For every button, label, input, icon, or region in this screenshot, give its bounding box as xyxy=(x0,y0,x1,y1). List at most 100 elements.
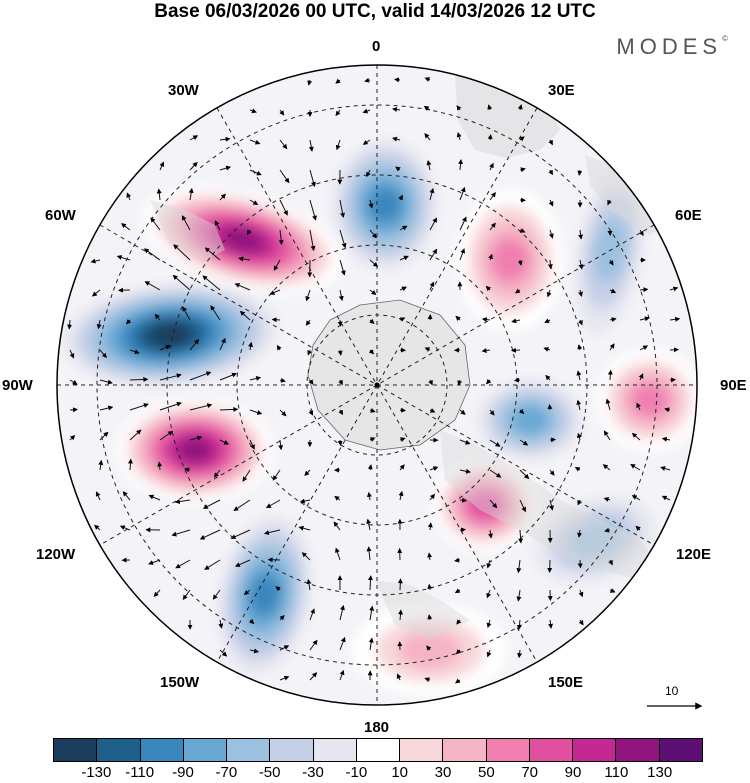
wind-arrow xyxy=(309,639,318,651)
wind-arrow xyxy=(219,439,229,445)
wind-arrow xyxy=(119,525,131,531)
wind-arrow xyxy=(399,317,406,322)
wind-arrow xyxy=(122,491,131,501)
wind-arrow xyxy=(246,229,252,236)
wind-arrow xyxy=(249,199,259,206)
wind-arrow xyxy=(456,132,462,141)
brand-mark: © xyxy=(722,34,728,43)
wind-arrow xyxy=(219,406,239,412)
wind-arrow xyxy=(219,337,226,351)
wind-arrow xyxy=(301,552,311,561)
wind-arrow xyxy=(489,191,496,201)
wind-arrow xyxy=(159,161,165,171)
wind-arrow xyxy=(485,285,492,292)
wind-arrow xyxy=(577,344,583,351)
wind-arrow xyxy=(519,439,529,446)
wind-arrow xyxy=(459,468,471,474)
wind-arrow xyxy=(129,349,140,355)
wind-arrow xyxy=(99,379,113,385)
wind-arrow xyxy=(219,165,232,171)
wind-arrow xyxy=(669,286,679,292)
modes-logo: MODES© xyxy=(616,34,728,60)
wind-arrow xyxy=(279,675,290,681)
wind-arrow xyxy=(514,288,521,294)
map-disk xyxy=(57,65,697,705)
wind-arrow xyxy=(279,199,288,216)
wind-arrow xyxy=(309,169,316,188)
wind-arrow xyxy=(578,319,583,326)
wind-arrow xyxy=(426,645,432,651)
wind-arrow xyxy=(99,405,114,411)
colorbar-cell xyxy=(658,739,702,761)
wind-arrow xyxy=(518,529,524,544)
colorbar-cell xyxy=(528,739,573,761)
wind-arrow xyxy=(204,559,221,570)
wind-arrow xyxy=(265,499,281,508)
wind-arrow xyxy=(608,259,614,266)
colorbar-cell xyxy=(485,739,529,761)
wind-arrow xyxy=(181,215,191,231)
wind-arrow xyxy=(392,107,401,112)
wind-arrow xyxy=(518,408,525,415)
lon-label-150w: 150W xyxy=(160,674,200,691)
lon-label-30w: 30W xyxy=(168,82,199,99)
wind-arrow xyxy=(426,160,432,171)
wind-arrow xyxy=(487,104,493,111)
wind-arrow xyxy=(159,430,174,441)
wind-arrow xyxy=(609,288,617,294)
wind-arrow xyxy=(242,469,251,482)
wind-arrow xyxy=(279,139,288,150)
wind-arrow xyxy=(189,338,200,351)
wind-arrow xyxy=(549,499,554,511)
wind-arrow xyxy=(489,439,501,447)
wind-arrow xyxy=(305,289,311,302)
wind-arrow xyxy=(609,317,617,323)
map-title: Base 06/03/2026 00 UTC, valid 14/03/2026… xyxy=(154,1,596,22)
colorbar-tick-label: -30 xyxy=(302,764,324,781)
anomaly-shading xyxy=(62,139,697,696)
reference-vector xyxy=(647,702,703,710)
wind-arrow xyxy=(578,289,583,297)
colorbar-tick-label: 10 xyxy=(391,764,408,781)
wind-arrow xyxy=(367,464,373,471)
wind-arrow xyxy=(664,407,671,413)
wind-arrow xyxy=(276,344,282,351)
wind-arrow xyxy=(202,275,221,291)
wind-arrow xyxy=(159,345,171,351)
wind-arrow xyxy=(669,316,681,322)
anomaly-contour xyxy=(368,187,402,223)
wind-arrow xyxy=(488,253,493,261)
wind-arrow xyxy=(486,559,492,569)
wind-arrow xyxy=(423,105,431,111)
wind-arrow xyxy=(210,305,221,321)
wind-arrow xyxy=(429,187,435,201)
wind-arrow xyxy=(454,588,461,594)
wind-arrow xyxy=(308,409,314,416)
wind-arrow xyxy=(577,529,582,538)
wind-arrow xyxy=(661,495,671,501)
wind-arrow xyxy=(369,229,377,239)
wind-arrow xyxy=(249,409,263,415)
wind-arrow xyxy=(517,649,523,659)
wind-arrow xyxy=(67,319,73,330)
wind-arrow xyxy=(369,407,376,413)
colorbar-cell xyxy=(139,739,183,761)
wind-arrow xyxy=(578,619,584,626)
wind-arrow xyxy=(366,546,372,561)
wind-arrow xyxy=(278,439,284,451)
wind-arrow xyxy=(69,435,76,441)
wind-arrow xyxy=(182,306,191,321)
wind-arrow xyxy=(489,499,498,509)
wind-arrow xyxy=(638,229,644,237)
lon-label-120e: 120E xyxy=(676,546,712,563)
wind-arrow xyxy=(305,319,311,326)
wind-arrow xyxy=(339,199,345,218)
wind-arrow xyxy=(399,286,408,292)
colorbar-cell xyxy=(442,739,486,761)
wind-arrow xyxy=(631,432,641,441)
lon-label-60e: 60E xyxy=(675,207,702,224)
wind-arrow xyxy=(549,469,555,476)
wind-arrow xyxy=(339,229,347,249)
wind-arrow xyxy=(279,645,290,651)
wind-arrow xyxy=(308,379,314,385)
